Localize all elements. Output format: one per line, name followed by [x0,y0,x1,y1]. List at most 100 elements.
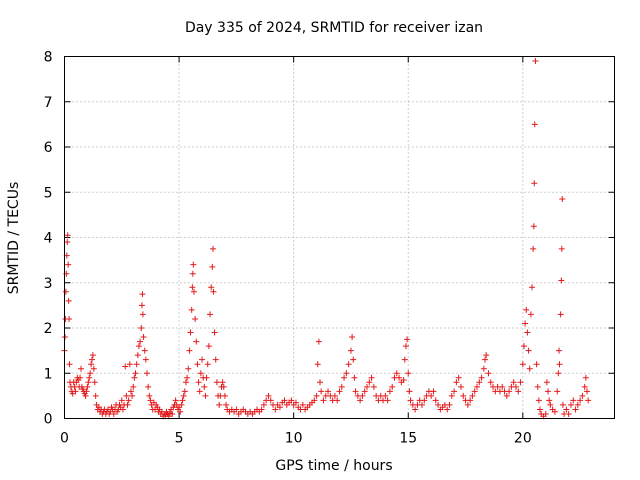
data-point [469,392,476,399]
data-point [476,379,483,386]
data-point [530,245,537,252]
data-point [78,365,84,372]
data-point [220,383,227,390]
data-point [482,356,489,363]
data-point [216,401,223,408]
data-point [83,388,90,395]
y-tick-label: 7 [44,95,53,111]
data-point [557,311,564,318]
data-point [406,388,413,395]
data-point [89,356,95,363]
data-point [558,277,565,284]
data-point [407,397,414,404]
data-point [169,410,176,417]
data-point [404,336,411,343]
data-point [506,388,513,395]
data-point [292,399,299,406]
data-point [570,397,577,404]
data-point [210,245,216,252]
x-tick-label: 15 [399,431,417,447]
data-point [87,370,94,377]
data-point [142,356,149,363]
data-points [61,58,592,420]
plot-frame [64,56,615,419]
data-point [212,356,219,363]
data-point [537,406,544,413]
data-point [412,406,419,413]
data-point [233,406,240,413]
data-point [131,374,138,381]
data-point [177,408,184,415]
data-point [325,388,332,395]
data-point [62,288,69,295]
data-point [558,245,565,252]
data-point [276,404,283,411]
data-point [349,334,356,341]
data-point [343,370,350,377]
data-point [118,397,125,404]
data-point [386,388,393,395]
data-point [341,374,348,381]
data-point [559,196,566,203]
data-point [135,343,142,350]
data-point [584,388,590,395]
data-point [582,374,589,381]
data-point [129,392,136,399]
y-tick-label: 2 [44,321,53,337]
data-point [110,410,117,417]
data-point [464,401,471,408]
data-point [190,288,197,295]
data-point [543,379,550,386]
data-point [123,392,130,399]
data-point [345,361,352,368]
data-point [547,401,554,408]
data-point [457,383,464,390]
data-point [260,401,267,408]
data-point [577,397,584,404]
data-point [299,401,306,408]
data-point [314,361,321,368]
data-point [64,232,71,239]
data-point [207,311,214,318]
data-point [209,263,216,270]
data-point [213,379,220,386]
data-point [531,121,538,128]
x-tick-label: 5 [175,431,184,447]
data-point [485,370,492,377]
y-tick-label: 5 [44,185,53,201]
data-point [194,361,201,368]
data-point [205,343,212,350]
data-point [460,392,467,399]
data-point [126,361,133,368]
y-axis-title: SRMTID / TECUs [6,182,22,295]
data-point [357,397,364,404]
data-point [272,406,279,413]
data-point [350,356,357,363]
data-point [210,288,217,295]
data-point [320,397,327,404]
data-point [530,223,537,230]
data-point [453,379,460,386]
data-point [77,374,84,381]
data-point [223,401,230,408]
axis-ticks: 0 1 2 3 4 5 6 7 8 0 5 10 15 20 [44,50,615,447]
x-tick-label: 0 [60,431,69,447]
data-point [432,397,439,404]
data-point [533,361,540,368]
data-point [127,388,134,395]
data-point [125,397,132,404]
data-point [524,329,531,336]
data-point [199,356,205,363]
data-point [313,392,320,399]
data-point [85,379,92,386]
data-point [402,343,409,350]
data-point [396,374,403,381]
data-point [526,365,533,372]
data-point [137,338,144,345]
data-point [545,388,552,395]
data-point [535,397,542,404]
data-point [315,338,322,345]
data-point [555,370,562,377]
data-point [384,397,391,404]
data-point [572,406,579,413]
